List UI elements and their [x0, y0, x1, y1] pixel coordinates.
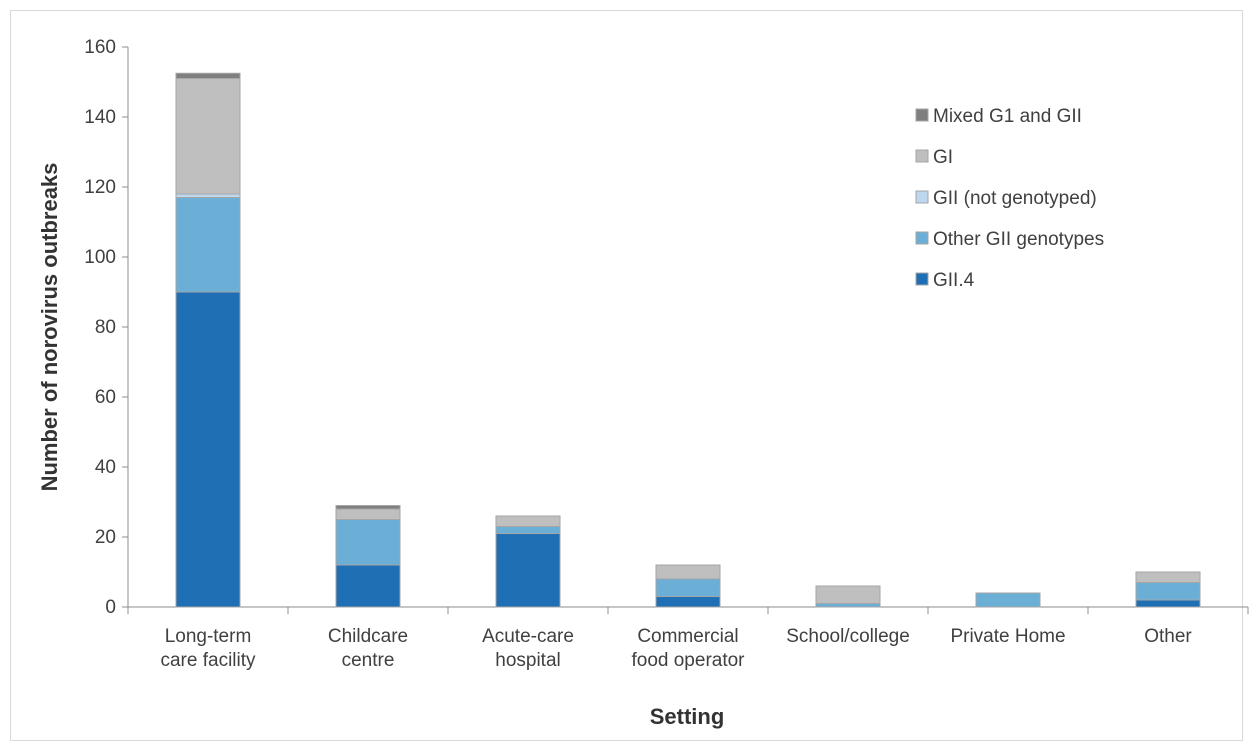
- x-tick-label: Long-term care facility: [160, 626, 256, 671]
- bars: [175, 72, 1201, 608]
- bar-segment-gi: [655, 564, 721, 580]
- legend-label: Mixed G1 and GII: [933, 106, 1082, 127]
- y-tick-label: 140: [84, 107, 116, 128]
- y-tick-label: 120: [84, 177, 116, 198]
- bar-segment-other-gii-genotypes: [175, 197, 241, 293]
- axis-labels: 0 20 40 60 80 100 120 140 160 Long-term care facil…: [84, 37, 1192, 671]
- bar-segment-mixed-g1-and-gii: [335, 505, 401, 510]
- bar-segment-other-gii-genotypes: [335, 519, 401, 566]
- x-tick-label: Commercial food operator: [631, 626, 745, 671]
- x-tick-label: Acute-care hospital: [482, 626, 574, 671]
- bar-segment-gii-4: [175, 291, 241, 608]
- bar-segment-gi: [335, 508, 401, 520]
- legend-swatch: [915, 149, 929, 163]
- legend-label: GII (not genotyped): [933, 188, 1097, 209]
- legend-label: Other GII genotypes: [933, 229, 1104, 250]
- x-tick-label: School/college: [786, 626, 910, 647]
- bar-segment-gi: [175, 78, 241, 195]
- bar-segment-gii-4: [655, 596, 721, 608]
- bar-segment-other-gii-genotypes: [815, 603, 881, 608]
- legend-swatch: [915, 272, 929, 286]
- bar-segment-other-gii-genotypes: [495, 526, 561, 534]
- bar-segment-gi: [815, 585, 881, 604]
- y-tick-label: 0: [105, 597, 116, 618]
- bar-segment-gii-not-genotyped-: [175, 193, 241, 198]
- axes: [122, 46, 1249, 614]
- y-tick-label: 160: [84, 37, 116, 58]
- bar-segment-gi: [1135, 571, 1201, 583]
- y-axis-title: Number of norovirus outbreaks: [37, 163, 62, 492]
- x-axis-title: Setting: [650, 704, 725, 729]
- legend-swatch: [915, 108, 929, 122]
- bar-segment-other-gii-genotypes: [1135, 582, 1201, 601]
- bar-segment-mixed-g1-and-gii: [175, 72, 241, 79]
- x-tick-label: Childcare centre: [328, 626, 408, 671]
- x-tick-label: Other: [1144, 626, 1192, 647]
- y-tick-label: 80: [95, 317, 116, 338]
- y-tick-label: 100: [84, 247, 116, 268]
- legend-swatch: [915, 190, 929, 204]
- y-tick-label: 60: [95, 387, 116, 408]
- chart-frame: [10, 10, 1243, 741]
- bar-segment-gii-4: [1135, 599, 1201, 608]
- bar-segment-gii-4: [335, 564, 401, 608]
- bar-segment-other-gii-genotypes: [655, 578, 721, 597]
- y-tick-label: 20: [95, 527, 116, 548]
- legend: Mixed G1 and GII GI GII (not genotyped) Oth…: [915, 106, 1104, 291]
- bar-segment-gi: [495, 515, 561, 527]
- x-tick-label: Private Home: [950, 626, 1065, 647]
- bar-segment-other-gii-genotypes: [975, 592, 1041, 608]
- legend-swatch: [915, 231, 929, 245]
- y-tick-label: 40: [95, 457, 116, 478]
- bar-segment-gii-4: [495, 533, 561, 608]
- legend-label: GII.4: [933, 270, 975, 291]
- legend-label: GI: [933, 147, 953, 168]
